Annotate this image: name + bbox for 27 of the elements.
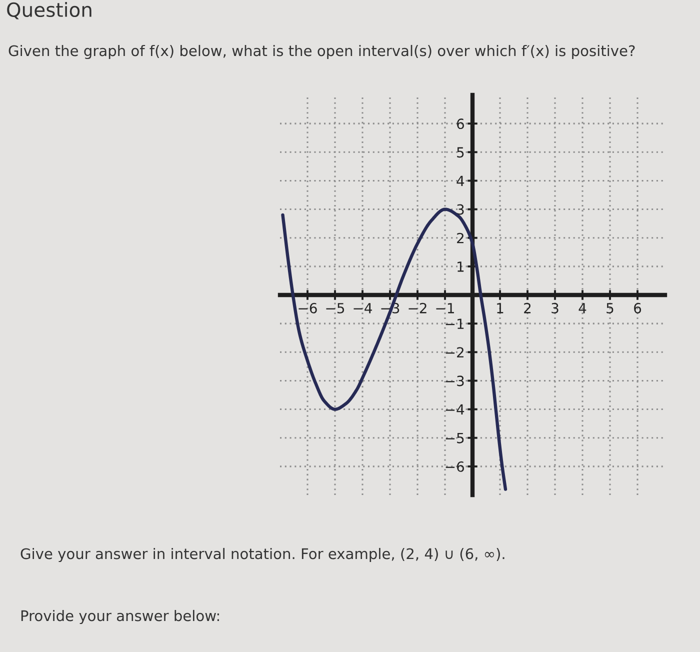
- y-tick-label: −4: [446, 404, 464, 415]
- y-tick-label: 4: [456, 176, 464, 186]
- y-tick-label: 3: [457, 204, 464, 215]
- text: Provide your answer below:: [21, 610, 219, 624]
- x-tick-label: 1: [497, 303, 504, 314]
- y-tick-label: 1: [458, 262, 464, 272]
- x-tick-label: 5: [606, 303, 614, 314]
- y-tick-label: 2: [457, 232, 464, 244]
- x-tick-label: −5: [326, 303, 344, 314]
- x-tick-label: −1: [436, 303, 454, 314]
- x-tick-label: 4: [578, 303, 586, 314]
- x-tick-label: −6: [298, 302, 317, 314]
- x-tick-label: 3: [552, 302, 558, 314]
- y-tick-label: −1: [446, 318, 464, 329]
- x-tick-label: −2: [408, 302, 426, 314]
- x-tick-label: 6: [634, 302, 642, 314]
- y-tick-label: −3: [446, 376, 464, 386]
- y-tick-label: −5: [446, 433, 464, 444]
- text: Question: [7, 2, 92, 20]
- text: Give your answer in interval notation. For example, (2, 4) ∪ (6, ∞).: [20, 548, 504, 562]
- x-tick-label: 2: [524, 302, 531, 314]
- y-tick-label: 6: [456, 118, 464, 130]
- y-tick-label: −6: [446, 461, 464, 472]
- y-tick-label: 5: [457, 147, 464, 158]
- y-tick-label: −2: [446, 347, 464, 358]
- x-tick-label: −4: [354, 303, 372, 314]
- chart-subtitle: Given the graph of f(x) below, what is the open interval(s) over which f′(x) is positive?: [8, 44, 635, 60]
